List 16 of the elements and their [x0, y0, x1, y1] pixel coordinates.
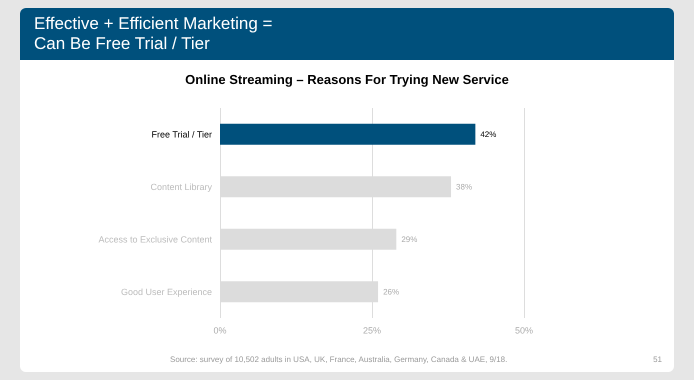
y-tick-label: Content Library	[150, 182, 212, 192]
x-tick-label: 25%	[362, 326, 382, 336]
y-tick-label: Free Trial / Tier	[151, 129, 212, 140]
data-label: 29%	[401, 234, 418, 244]
text: 51	[653, 355, 662, 364]
data-label: 26%	[383, 287, 400, 296]
chart-title: Effective + Efficient Marketing = Can Be Free Trial / Tier	[20, 8, 674, 60]
bar	[220, 124, 476, 145]
y-tick-label: Good User Experience	[120, 286, 212, 297]
x-tick-label: 50%	[514, 326, 534, 336]
source-note: Source: survey of 10,502 adults in USA, UK, France, Australia, Germany, Canada & UAE, 9/18.	[170, 355, 508, 364]
chart-subtitle: Online Streaming – Reasons For Trying New Service	[185, 72, 509, 87]
y-tick-label: Access to Exclusive Content	[98, 234, 212, 244]
x-tick-label: 0%	[213, 326, 227, 336]
data-label: 42%	[480, 130, 496, 139]
data-label: 38%	[456, 182, 472, 192]
